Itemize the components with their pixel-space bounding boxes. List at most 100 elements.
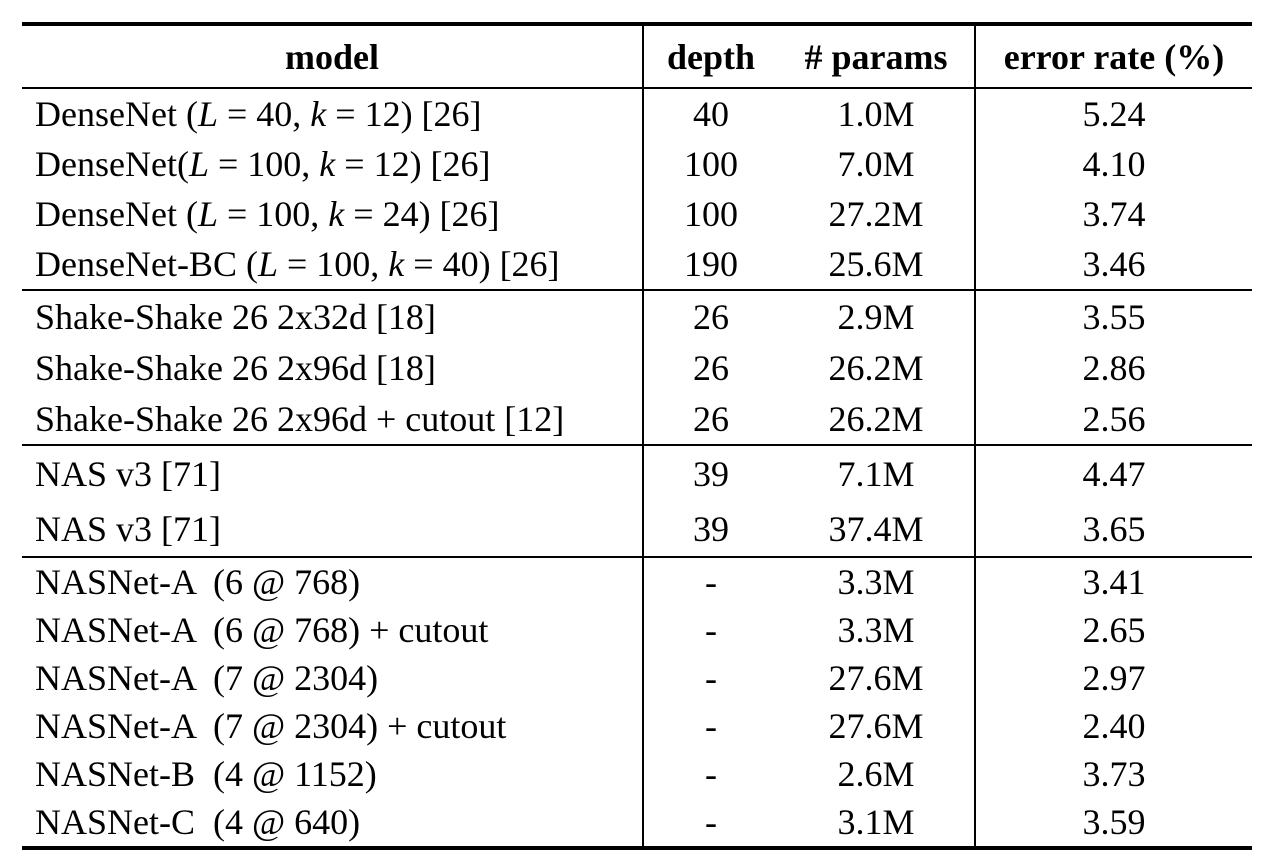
model-text-segment: NASNet-A (6 @ 768): [35, 562, 361, 602]
model-text-segment: Shake-Shake 26 2x32d [18]: [35, 296, 436, 337]
depth-cell: -: [642, 750, 778, 798]
depth-cell: -: [642, 557, 778, 606]
params-cell: 26.2M: [828, 347, 924, 388]
math-var: L: [257, 244, 278, 284]
error-cell: 2.65: [974, 606, 1252, 654]
model-text-segment: NASNet-A (6 @ 768) + cutout: [35, 610, 489, 650]
model-cell: Shake-Shake 26 2x32d [18]: [22, 290, 643, 342]
results-table: model depth # params error rate (%) Dens…: [22, 22, 1252, 850]
params-cell: 27.2M: [828, 194, 924, 234]
params-cell: 25.6M: [828, 244, 924, 284]
model-cell: DenseNet (L = 100, k = 24) [26]: [22, 189, 643, 239]
table-row: DenseNet (L = 40, k = 12) [26] 40 1.0M 5.24: [22, 88, 1252, 139]
model-text-segment: DenseNet-BC (: [35, 244, 258, 284]
model-cell: NASNet-A (7 @ 2304): [22, 654, 643, 702]
column-header-error: error rate (%): [974, 24, 1252, 88]
model-text-segment: = 100,: [217, 194, 329, 234]
model-text-segment: NASNet-A (7 @ 2304): [35, 658, 379, 698]
model-cell: NASNet-A (6 @ 768): [22, 557, 643, 606]
error-cell: 3.74: [974, 189, 1252, 239]
math-var: k: [328, 194, 345, 234]
math-var: k: [310, 94, 327, 134]
model-text-segment: NASNet-A (7 @ 2304) + cutout: [35, 706, 507, 746]
math-var: k: [388, 244, 405, 284]
table-section-4: NASNet-A (6 @ 768) -3.3M 3.41 NASNet-A (6 @…: [22, 557, 1252, 848]
model-cell: DenseNet (L = 40, k = 12) [26]: [22, 88, 643, 139]
params-cell: 3.3M: [837, 562, 915, 602]
table-row: DenseNet-BC (L = 100, k = 40) [26] 190 25.…: [22, 239, 1252, 290]
model-text-segment: = 40,: [217, 94, 311, 134]
table-row: Shake-Shake 26 2x96d [18] 26 26.2M 2.86: [22, 342, 1252, 393]
column-header-depth: depth: [642, 24, 778, 88]
params-cell: 3.3M: [837, 610, 915, 650]
table-row: NASNet-A (6 @ 768) + cutout - 3.3M 2.65: [22, 606, 1252, 654]
params-cell: 37.4M: [828, 508, 924, 549]
model-text-segment: NASNet-B (4 @ 1152): [35, 754, 377, 794]
error-cell: 3.73: [974, 750, 1252, 798]
params-cell: 2.6M: [837, 754, 915, 794]
table-row: Shake-Shake 26 2x96d + cutout [12] 26 26.2…: [22, 393, 1252, 445]
table-row: NASNet-A (7 @ 2304) - 27.6M 2.97: [22, 654, 1252, 702]
model-text-segment: = 40) [26]: [404, 244, 560, 284]
depth-cell: 39: [642, 445, 778, 501]
model-text-segment: DenseNet (: [35, 94, 198, 134]
depth-cell: 40: [642, 88, 778, 139]
params-cell: 2.9M: [837, 296, 915, 337]
depth-cell: 100: [642, 139, 778, 189]
table-header: model depth # params error rate (%): [22, 24, 1252, 88]
table-row: NAS v3 [71] 39 37.4M 3.65: [22, 501, 1252, 557]
math-var: k: [319, 144, 336, 184]
table-row: NASNet-C (4 @ 640) - 3.1M 3.59: [22, 798, 1252, 848]
table-row: NASNet-A (7 @ 2304) + cutout - 27.6M 2.40: [22, 702, 1252, 750]
error-cell: 4.10: [974, 139, 1252, 189]
depth-cell: -: [642, 654, 778, 702]
model-text-segment: Shake-Shake 26 2x96d + cutout [12]: [35, 398, 565, 439]
model-cell: Shake-Shake 26 2x96d + cutout [12]: [22, 393, 643, 445]
table-row: NASNet-B (4 @ 1152) - 2.6M 3.73: [22, 750, 1252, 798]
depth-cell: 39: [642, 501, 778, 557]
error-cell: 3.41: [974, 557, 1252, 606]
error-cell: 4.47: [974, 445, 1252, 501]
error-cell: 2.40: [974, 702, 1252, 750]
model-text-segment: Shake-Shake 26 2x96d [18]: [35, 347, 436, 388]
model-text-segment: = 24) [26]: [344, 194, 500, 234]
table-section-3: NAS v3 [71] 39 7.1M 4.47 NAS v3 [71] 39 37.4M 3…: [22, 445, 1252, 557]
model-text-segment: = 12) [26]: [326, 94, 482, 134]
table-row: Shake-Shake 26 2x32d [18] 26 2.9M 3.55: [22, 290, 1252, 342]
model-text-segment: DenseNet (: [35, 194, 198, 234]
model-text-segment: NAS v3 [71]: [35, 453, 221, 494]
depth-cell: 26: [642, 393, 778, 445]
params-cell: 1.0M: [837, 94, 915, 134]
params-cell: 7.1M: [837, 453, 915, 494]
header-row: model depth # params error rate (%): [22, 24, 1252, 88]
model-text-segment: = 100,: [277, 244, 389, 284]
error-cell: 2.97: [974, 654, 1252, 702]
depth-cell: -: [642, 798, 778, 848]
params-cell: 3.1M: [837, 802, 915, 842]
error-cell: 3.59: [974, 798, 1252, 848]
error-cell: 3.46: [974, 239, 1252, 290]
model-text-segment: NAS v3 [71]: [35, 508, 221, 549]
table-row: NASNet-A (6 @ 768) - 3.3M 3.41: [22, 557, 1252, 606]
error-cell: 5.24: [974, 88, 1252, 139]
model-cell: NAS v3 [71]: [22, 445, 643, 501]
column-header-params: # params: [804, 36, 948, 77]
model-cell: Shake-Shake 26 2x96d [18]: [22, 342, 643, 393]
model-cell: NASNet-B (4 @ 1152): [22, 750, 643, 798]
math-var: L: [197, 94, 218, 134]
math-var: L: [197, 194, 218, 234]
model-cell: NAS v3 [71]: [22, 501, 643, 557]
column-header-model: model: [285, 36, 379, 77]
model-cell: NASNet-C (4 @ 640): [22, 798, 643, 848]
model-cell: NASNet-A (7 @ 2304) + cutout: [22, 702, 643, 750]
params-cell: 7.0M: [837, 144, 915, 184]
model-cell: NASNet-A (6 @ 768) + cutout: [22, 606, 643, 654]
error-cell: 3.55: [974, 290, 1252, 342]
error-cell: 2.86: [974, 342, 1252, 393]
depth-cell: 26: [642, 290, 778, 342]
model-cell: DenseNet-BC (L = 100, k = 40) [26]: [22, 239, 643, 290]
depth-cell: -: [642, 702, 778, 750]
model-text-segment: NASNet-C (4 @ 640): [35, 802, 361, 842]
table-section-2: Shake-Shake 26 2x32d [18] 26 2.9M 3.55 Shake…: [22, 290, 1252, 445]
